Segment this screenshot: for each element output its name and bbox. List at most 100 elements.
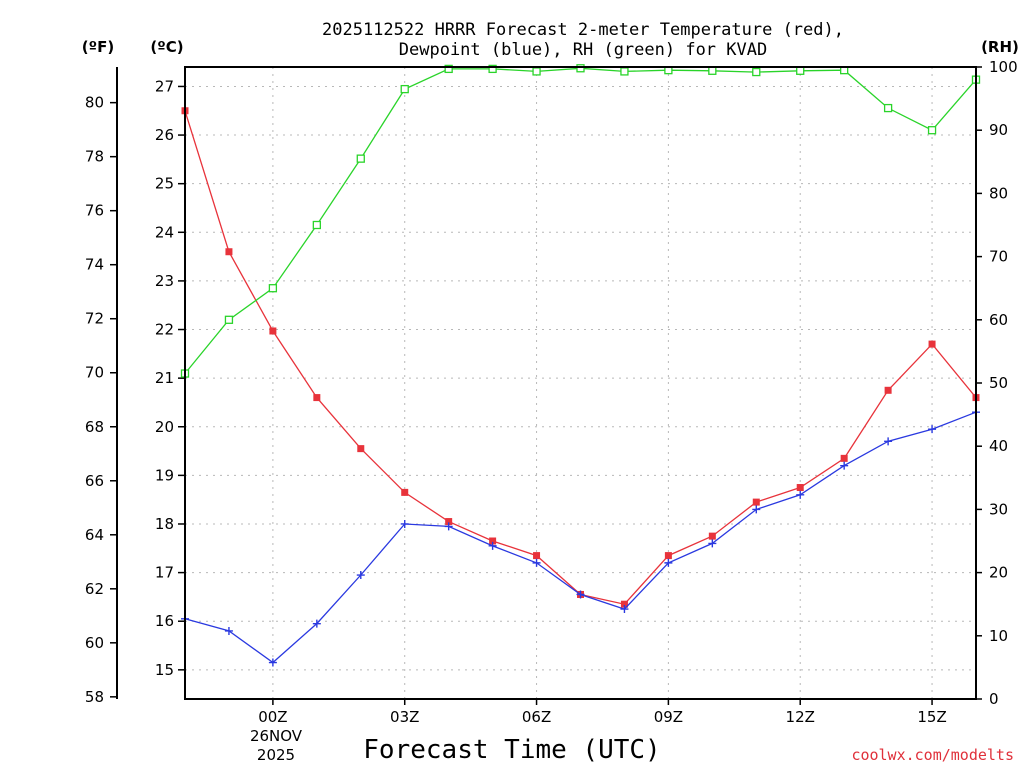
temperature-point: [225, 248, 233, 256]
fahrenheit-axis-unit: (ºF): [82, 38, 114, 56]
temperature-point: [840, 454, 848, 462]
x-tick-label: 15Z: [917, 708, 946, 726]
celsius-tick-label: 24: [155, 223, 174, 241]
temperature-point: [313, 394, 321, 402]
rh-tick-label: 100: [989, 58, 1018, 76]
rh-tick-label: 40: [989, 437, 1008, 455]
celsius-axis: 15 16 17 18 19 20 21 22 23 24 25 26 27: [155, 77, 185, 679]
temperature-point: [752, 498, 760, 506]
celsius-tick-label: 16: [155, 612, 174, 630]
dewpoint-point: [884, 437, 893, 446]
fahrenheit-tick-label: 58: [85, 688, 104, 706]
dewpoint-point: [488, 541, 497, 550]
dewpoint-point: [796, 490, 805, 499]
x-tick-label: 06Z: [522, 708, 551, 726]
rh-point: [708, 66, 717, 75]
celsius-tick-label: 25: [155, 175, 174, 193]
temperature-line: [184, 110, 977, 605]
plot-frame: [184, 66, 977, 700]
rh-tick-label: 80: [989, 184, 1008, 202]
dewpoint-point: [268, 658, 277, 667]
credit-text: coolwx.com/modelts: [851, 746, 1014, 764]
dewpoint-line: [184, 411, 977, 664]
temperature-point: [708, 532, 716, 540]
rh-point: [576, 64, 585, 73]
dewpoint-point: [312, 619, 321, 628]
x-tick-label: 03Z: [390, 708, 419, 726]
temperature-point: [664, 552, 672, 560]
celsius-tick-label: 20: [155, 418, 174, 436]
rh-tick-label: 20: [989, 564, 1008, 582]
chart-title-line-2: Dewpoint (blue), RH (green) for KVAD: [399, 40, 767, 60]
temperature-point: [445, 518, 453, 526]
fahrenheit-tick-label: 62: [85, 580, 104, 598]
dewpoint-point: [928, 425, 937, 434]
rh-line: [184, 67, 977, 374]
dewpoint-point: [576, 590, 585, 599]
rh-axis: 0 10 20 30 40 50 60 70 80 90 100: [976, 58, 1018, 708]
temperature-point: [489, 537, 497, 545]
grid-lines: [185, 67, 976, 699]
rh-tick-label: 60: [989, 311, 1008, 329]
rh-point: [532, 67, 541, 76]
temperature-point: [533, 552, 541, 560]
fahrenheit-tick-label: 74: [85, 256, 104, 274]
dewpoint-point: [532, 558, 541, 567]
fahrenheit-tick-label: 66: [85, 472, 104, 490]
x-tick-label: 12Z: [786, 708, 815, 726]
x-tick-label: 09Z: [654, 708, 683, 726]
dewpoint-point: [664, 558, 673, 567]
dewpoint-point: [400, 519, 409, 528]
data-series: [180, 64, 981, 667]
rh-tick-label: 70: [989, 248, 1008, 266]
rh-point: [400, 84, 409, 94]
rh-point: [620, 67, 629, 76]
rh-point: [356, 154, 365, 163]
rh-tick-label: 10: [989, 627, 1008, 645]
temperature-point: [269, 327, 277, 335]
rh-point: [883, 103, 893, 113]
temperature-series: [181, 107, 980, 608]
x-axis: 00Z 03Z 06Z 09Z 12Z 15Z: [258, 699, 947, 726]
temperature-point: [357, 445, 365, 453]
fahrenheit-tick-label: 68: [85, 418, 104, 436]
temperature-point: [928, 340, 936, 348]
dewpoint-point: [356, 571, 365, 580]
fahrenheit-tick-label: 64: [85, 526, 104, 544]
dewpoint-point: [620, 605, 629, 614]
fahrenheit-tick-label: 76: [85, 202, 104, 220]
rh-point: [268, 284, 278, 293]
fahrenheit-tick-label: 60: [85, 634, 104, 652]
date-label-day: 26NOV: [250, 727, 303, 745]
temperature-point: [884, 386, 892, 394]
chart-title-line-1: 2025112522 HRRR Forecast 2-meter Tempera…: [322, 20, 844, 40]
temperature-point: [401, 488, 409, 496]
celsius-tick-label: 27: [155, 77, 174, 95]
celsius-tick-label: 22: [155, 321, 174, 339]
fahrenheit-tick-label: 78: [85, 148, 104, 166]
rh-series: [180, 64, 981, 378]
rh-point: [444, 64, 453, 74]
rh-tick-label: 0: [989, 690, 999, 708]
celsius-tick-label: 19: [155, 466, 174, 484]
celsius-tick-label: 21: [155, 369, 174, 387]
dewpoint-series: [181, 408, 980, 667]
rh-tick-label: 90: [989, 121, 1008, 139]
dewpoint-point: [708, 539, 717, 548]
celsius-tick-label: 17: [155, 564, 174, 582]
rh-point: [927, 126, 937, 135]
rh-point: [752, 67, 761, 77]
temperature-point: [620, 600, 628, 608]
x-tick-label: 00Z: [258, 708, 287, 726]
x-axis-title: Forecast Time (UTC): [363, 735, 660, 765]
dewpoint-point: [224, 626, 233, 635]
dewpoint-point: [752, 505, 761, 514]
fahrenheit-axis: 58 60 62 64 66 68 70 72 74 76 78 80: [85, 67, 118, 706]
dewpoint-point: [444, 522, 453, 531]
dewpoint-point: [840, 461, 849, 470]
celsius-tick-label: 26: [155, 126, 174, 144]
rh-point: [796, 66, 805, 75]
rh-point: [224, 315, 234, 324]
rh-point: [312, 220, 321, 230]
